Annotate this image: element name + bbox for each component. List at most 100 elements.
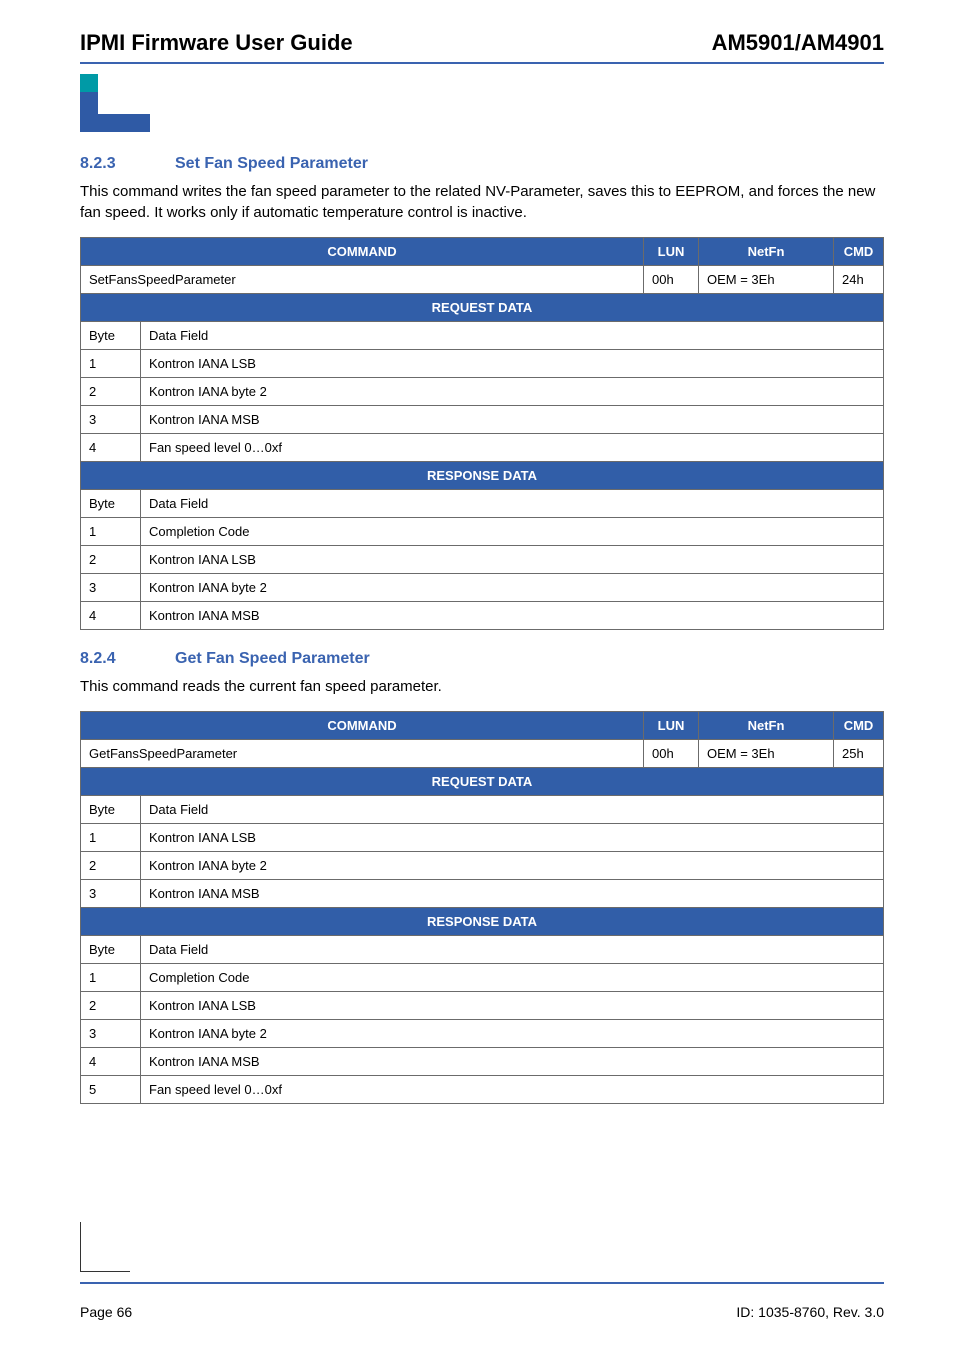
section-heading-824: 8.2.4 Get Fan Speed Parameter — [80, 650, 884, 668]
td-byte: 4 — [81, 434, 141, 462]
section-title: Get Fan Speed Parameter — [175, 650, 370, 668]
band-label: REQUEST DATA — [81, 768, 884, 796]
td-field: Kontron IANA byte 2 — [141, 1020, 884, 1048]
th-cmd: CMD — [834, 712, 884, 740]
td-fieldheader: Data Field — [141, 796, 884, 824]
td-cmd: 25h — [834, 740, 884, 768]
td-field: Kontron IANA MSB — [141, 602, 884, 630]
td-field: Fan speed level 0…0xf — [141, 1076, 884, 1104]
table-row: 3 Kontron IANA byte 2 — [81, 1020, 884, 1048]
section-number: 8.2.3 — [80, 155, 175, 173]
footer-id: ID: 1035-8760, Rev. 3.0 — [736, 1304, 884, 1320]
td-fieldheader: Data Field — [141, 322, 884, 350]
brand-logo-icon — [80, 74, 150, 132]
td-field: Kontron IANA MSB — [141, 880, 884, 908]
td-fieldheader: Data Field — [141, 936, 884, 964]
table-row: 3 Kontron IANA MSB — [81, 406, 884, 434]
th-netfn: NetFn — [699, 712, 834, 740]
td-byte: 3 — [81, 1020, 141, 1048]
td-field: Kontron IANA byte 2 — [141, 574, 884, 602]
page-header: IPMI Firmware User Guide AM5901/AM4901 — [80, 30, 884, 56]
section-heading-823: 8.2.3 Set Fan Speed Parameter — [80, 155, 884, 173]
th-lun: LUN — [644, 712, 699, 740]
th-command: COMMAND — [81, 238, 644, 266]
td-cmdname: GetFansSpeedParameter — [81, 740, 644, 768]
table-row: 3 Kontron IANA byte 2 — [81, 574, 884, 602]
td-byteheader: Byte — [81, 490, 141, 518]
section-body-824: This command reads the current fan speed… — [80, 676, 884, 697]
td-field: Kontron IANA MSB — [141, 406, 884, 434]
td-byte: 1 — [81, 518, 141, 546]
page-footer: Page 66 ID: 1035-8760, Rev. 3.0 — [80, 1304, 884, 1320]
table-row: 3 Kontron IANA MSB — [81, 880, 884, 908]
td-byte: 1 — [81, 350, 141, 378]
th-cmd: CMD — [834, 238, 884, 266]
table-row: 4 Kontron IANA MSB — [81, 1048, 884, 1076]
section-title: Set Fan Speed Parameter — [175, 155, 368, 173]
table-row: Byte Data Field — [81, 322, 884, 350]
table-row: 4 Kontron IANA MSB — [81, 602, 884, 630]
td-field: Kontron IANA LSB — [141, 350, 884, 378]
table-row: 5 Fan speed level 0…0xf — [81, 1076, 884, 1104]
table-band-response: RESPONSE DATA — [81, 908, 884, 936]
header-title-right: AM5901/AM4901 — [712, 30, 884, 56]
td-field: Kontron IANA byte 2 — [141, 852, 884, 880]
td-byte: 3 — [81, 574, 141, 602]
td-field: Kontron IANA LSB — [141, 546, 884, 574]
td-byteheader: Byte — [81, 796, 141, 824]
table-band-response: RESPONSE DATA — [81, 462, 884, 490]
band-label: REQUEST DATA — [81, 294, 884, 322]
td-byte: 3 — [81, 406, 141, 434]
table-header-row: COMMAND LUN NetFn CMD — [81, 238, 884, 266]
header-divider — [80, 62, 884, 64]
td-field: Fan speed level 0…0xf — [141, 434, 884, 462]
band-label: RESPONSE DATA — [81, 908, 884, 936]
table-header-row: COMMAND LUN NetFn CMD — [81, 712, 884, 740]
td-netfn: OEM = 3Eh — [699, 740, 834, 768]
table-band-request: REQUEST DATA — [81, 294, 884, 322]
td-byte: 1 — [81, 964, 141, 992]
crop-mark-icon — [80, 1222, 130, 1272]
td-byteheader: Byte — [81, 322, 141, 350]
td-byte: 2 — [81, 992, 141, 1020]
td-field: Kontron IANA LSB — [141, 824, 884, 852]
page: IPMI Firmware User Guide AM5901/AM4901 8… — [0, 0, 954, 1350]
td-fieldheader: Data Field — [141, 490, 884, 518]
td-netfn: OEM = 3Eh — [699, 266, 834, 294]
table-row: Byte Data Field — [81, 796, 884, 824]
table-row: Byte Data Field — [81, 936, 884, 964]
section-body-823: This command writes the fan speed parame… — [80, 181, 884, 223]
footer-page: Page 66 — [80, 1304, 132, 1320]
td-field: Kontron IANA LSB — [141, 992, 884, 1020]
table-row: 2 Kontron IANA LSB — [81, 546, 884, 574]
footer-divider — [80, 1282, 884, 1284]
table-row: SetFansSpeedParameter 00h OEM = 3Eh 24h — [81, 266, 884, 294]
band-label: RESPONSE DATA — [81, 462, 884, 490]
table-row: GetFansSpeedParameter 00h OEM = 3Eh 25h — [81, 740, 884, 768]
td-byteheader: Byte — [81, 936, 141, 964]
td-byte: 2 — [81, 546, 141, 574]
table-row: Byte Data Field — [81, 490, 884, 518]
table-row: 2 Kontron IANA LSB — [81, 992, 884, 1020]
header-title-left: IPMI Firmware User Guide — [80, 30, 353, 56]
table-row: 4 Fan speed level 0…0xf — [81, 434, 884, 462]
td-field: Completion Code — [141, 964, 884, 992]
table-get-fan-speed: COMMAND LUN NetFn CMD GetFansSpeedParame… — [80, 711, 884, 1104]
th-lun: LUN — [644, 238, 699, 266]
table-row: 1 Completion Code — [81, 964, 884, 992]
td-byte: 5 — [81, 1076, 141, 1104]
td-byte: 3 — [81, 880, 141, 908]
table-band-request: REQUEST DATA — [81, 768, 884, 796]
td-cmd: 24h — [834, 266, 884, 294]
td-byte: 4 — [81, 1048, 141, 1076]
td-cmdname: SetFansSpeedParameter — [81, 266, 644, 294]
td-field: Kontron IANA MSB — [141, 1048, 884, 1076]
th-netfn: NetFn — [699, 238, 834, 266]
table-row: 2 Kontron IANA byte 2 — [81, 852, 884, 880]
table-row: 1 Kontron IANA LSB — [81, 350, 884, 378]
th-command: COMMAND — [81, 712, 644, 740]
td-field: Completion Code — [141, 518, 884, 546]
td-byte: 4 — [81, 602, 141, 630]
section-number: 8.2.4 — [80, 650, 175, 668]
td-byte: 2 — [81, 852, 141, 880]
